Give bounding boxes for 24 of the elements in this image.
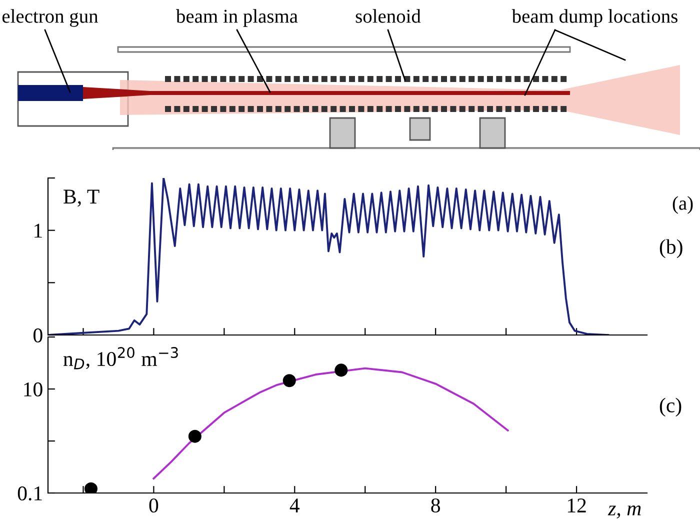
- text: beam dump locations: [512, 9, 678, 27]
- x-tick-label: 8: [431, 498, 440, 513]
- text: (a): [672, 196, 693, 214]
- line-series: [48, 178, 610, 335]
- x-tick-label: 4: [290, 498, 300, 512]
- x-tick-label: 0: [149, 498, 158, 513]
- text: solenoid: [356, 9, 421, 23]
- x-axis-title: z, m: [608, 505, 641, 518]
- y-tick-label: 1: [34, 224, 42, 238]
- text: (b): [660, 239, 682, 258]
- point: [188, 430, 202, 443]
- line-series: [152, 367, 509, 480]
- y-axis-title: n$_{D}$, 10$^{20}$ m$^{−3}$: [63, 347, 178, 370]
- point: [84, 482, 98, 493]
- text: electron gun: [2, 9, 98, 27]
- y-tick-label: 0.1: [18, 486, 42, 501]
- text: (c): [660, 398, 682, 417]
- y-tick-label: 0: [34, 328, 42, 342]
- y-tick-label: 10: [24, 382, 42, 396]
- y-axis-title: B, T: [64, 190, 100, 207]
- point: [334, 364, 348, 377]
- x-tick-label: 12: [568, 498, 586, 512]
- point: [282, 374, 296, 388]
- text: beam in plasma: [176, 9, 298, 27]
